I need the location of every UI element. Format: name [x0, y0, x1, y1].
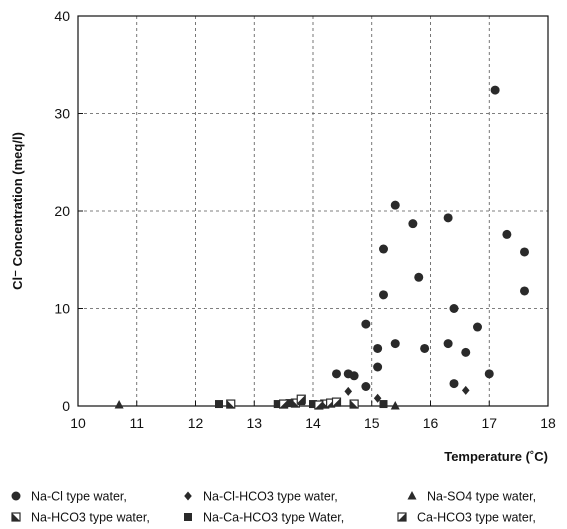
y-tick-label: 30 [54, 106, 70, 122]
data-point [520, 247, 529, 257]
legend-label: Na-SO4 type water, [427, 490, 536, 504]
data-point [373, 362, 383, 372]
legend-marker [11, 491, 21, 501]
x-tick-label: 13 [246, 415, 262, 431]
data-point [443, 339, 453, 349]
x-tick-label: 11 [129, 415, 144, 431]
data-point [502, 229, 512, 239]
data-point [390, 401, 400, 410]
data-point [331, 397, 342, 407]
data-point [314, 400, 324, 410]
legend-marker [184, 513, 192, 521]
legend-label: Na-HCO3 type water, [31, 511, 150, 525]
data-point [443, 213, 453, 223]
data-point [379, 290, 388, 300]
data-point [373, 343, 383, 353]
legend-item: Na-Cl type water, [11, 490, 127, 504]
legend-marker [11, 512, 21, 522]
y-axis-label: Cl⁻ Concentration (meq/l) [10, 132, 25, 290]
data-point [344, 386, 353, 396]
data-point [361, 319, 371, 329]
data-point [215, 400, 223, 409]
grid-lines [78, 16, 548, 406]
data-point [332, 369, 341, 379]
data-point [273, 400, 282, 409]
legend-label: Ca-HCO3 type water, [417, 511, 536, 525]
data-point [285, 399, 294, 408]
data-point [490, 85, 500, 95]
legend-item: Na-Cl-HCO3 type water, [184, 490, 338, 504]
data-points [114, 85, 529, 410]
legend-marker [407, 491, 417, 500]
y-tick-label: 10 [54, 301, 70, 317]
legend-item: Na-HCO3 type water, [11, 511, 150, 525]
data-point [449, 379, 459, 389]
x-tick-label: 12 [188, 415, 204, 431]
x-axis-label: Temperature (˚C) [444, 449, 548, 464]
data-point [520, 286, 529, 296]
legend: Na-Cl type water, Na-Cl-HCO3 type water, N… [11, 490, 536, 525]
data-point [449, 304, 459, 313]
data-point [473, 322, 482, 332]
legend-item: Ca-HCO3 type water, [397, 511, 536, 525]
data-point [461, 347, 471, 357]
data-point [414, 272, 424, 282]
data-point [461, 385, 470, 395]
data-point [279, 399, 289, 409]
data-point [420, 343, 430, 353]
x-tick-label: 17 [481, 415, 497, 431]
y-tick-label: 20 [54, 203, 70, 219]
data-point [390, 339, 400, 349]
data-point [390, 200, 400, 210]
data-point [408, 219, 418, 229]
x-tick-label: 15 [364, 415, 380, 431]
data-point [296, 394, 306, 404]
legend-label: Na-Cl type water, [31, 490, 127, 504]
legend-label: Na-Ca-HCO3 type Water, [203, 511, 344, 525]
x-tick-label: 10 [70, 415, 86, 431]
y-tick-label: 0 [62, 398, 70, 414]
x-tick-label: 18 [540, 415, 556, 431]
legend-item: Na-SO4 type water, [407, 490, 536, 504]
legend-marker [184, 491, 192, 501]
y-tick-label: 40 [54, 8, 70, 24]
data-point [361, 382, 371, 391]
y-axis-ticks: 0 10 20 30 40 [54, 8, 83, 414]
x-tick-label: 16 [423, 415, 439, 431]
legend-marker [397, 512, 407, 522]
data-point [114, 400, 124, 409]
data-point [379, 400, 388, 409]
data-point [226, 399, 236, 409]
data-point [309, 400, 317, 409]
legend-label: Na-Cl-HCO3 type water, [203, 490, 338, 504]
legend-item: Na-Ca-HCO3 type Water, [184, 511, 344, 525]
data-point [484, 369, 494, 379]
data-point [349, 371, 359, 381]
x-tick-label: 14 [305, 415, 321, 431]
data-point [349, 399, 359, 409]
data-point [379, 244, 388, 254]
